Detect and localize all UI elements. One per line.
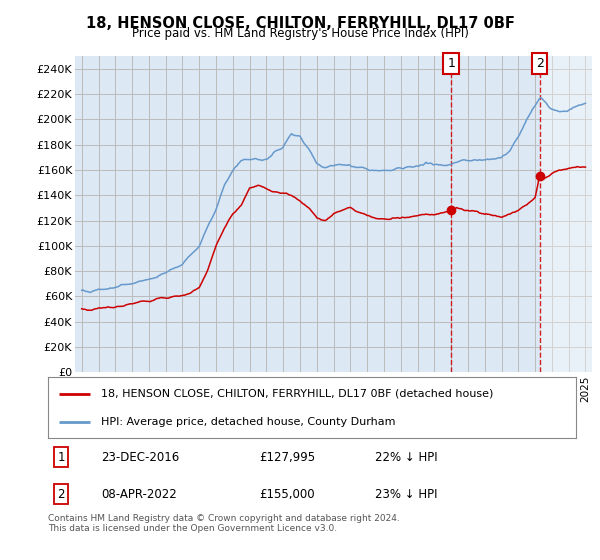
Text: 18, HENSON CLOSE, CHILTON, FERRYHILL, DL17 0BF (detached house): 18, HENSON CLOSE, CHILTON, FERRYHILL, DL… <box>101 389 493 399</box>
Text: 1: 1 <box>58 451 65 464</box>
Text: 18, HENSON CLOSE, CHILTON, FERRYHILL, DL17 0BF: 18, HENSON CLOSE, CHILTON, FERRYHILL, DL… <box>86 16 514 31</box>
Text: 2: 2 <box>536 57 544 70</box>
Text: Contains HM Land Registry data © Crown copyright and database right 2024.
This d: Contains HM Land Registry data © Crown c… <box>48 514 400 534</box>
Text: 1: 1 <box>447 57 455 70</box>
Text: 23% ↓ HPI: 23% ↓ HPI <box>376 488 438 501</box>
Bar <box>539 56 592 372</box>
Text: 23-DEC-2016: 23-DEC-2016 <box>101 451 179 464</box>
Text: 08-APR-2022: 08-APR-2022 <box>101 488 176 501</box>
Text: 22% ↓ HPI: 22% ↓ HPI <box>376 451 438 464</box>
Text: £155,000: £155,000 <box>259 488 315 501</box>
Text: 2: 2 <box>58 488 65 501</box>
Text: Price paid vs. HM Land Registry's House Price Index (HPI): Price paid vs. HM Land Registry's House … <box>131 27 469 40</box>
Text: HPI: Average price, detached house, County Durham: HPI: Average price, detached house, Coun… <box>101 417 395 427</box>
Text: £127,995: £127,995 <box>259 451 316 464</box>
